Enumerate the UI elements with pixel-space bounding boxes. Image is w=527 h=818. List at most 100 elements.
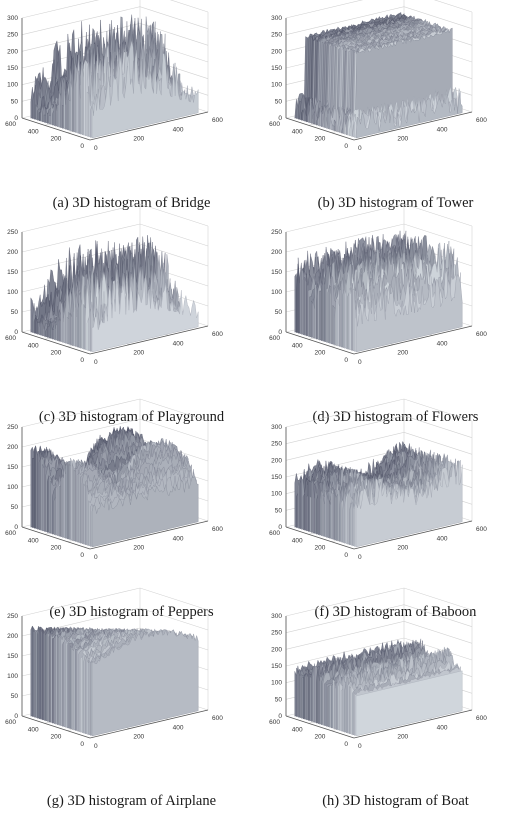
x-tick-label: 0 [358, 145, 362, 152]
y-tick-label: 400 [292, 726, 303, 733]
z-tick-label: 50 [11, 309, 19, 316]
x-tick-label: 0 [358, 743, 362, 750]
surface-mesh [294, 440, 463, 548]
x-axis-line [285, 526, 355, 550]
caption-airplane: (g) 3D histogram of Airplane [46, 793, 217, 809]
x-tick-label: 400 [173, 535, 184, 542]
z-tick-label: 250 [271, 32, 282, 39]
caption-boat: (h) 3D histogram of Boat [322, 793, 469, 809]
y-tick-label: 0 [344, 552, 348, 559]
z-tick-label: 50 [275, 696, 283, 703]
x-tick-label: 600 [212, 331, 223, 338]
caption-bridge: (a) 3D histogram of Bridge [52, 195, 211, 211]
y-tick-label: 0 [80, 143, 84, 150]
z-tick-label: 150 [271, 269, 282, 276]
surface-mesh [30, 14, 199, 139]
z-tick-label: 150 [271, 65, 282, 72]
y-tick-label: 400 [292, 128, 303, 135]
y-tick-label: 200 [314, 545, 325, 552]
z-tick-label: 150 [7, 269, 18, 276]
y-tick-label: 0 [80, 552, 84, 559]
z-tick-label: 100 [7, 484, 18, 491]
panel-baboon: 0 50 100 150 200 250 300 0 200 400 600 0 200 400 600 (… [264, 398, 527, 629]
y-tick-label: 0 [344, 741, 348, 748]
x-tick-label: 200 [397, 734, 408, 741]
z-tick-label: 100 [271, 289, 282, 296]
y-tick-label: 600 [5, 121, 16, 128]
surface-mesh [30, 625, 199, 737]
y-axis-line [89, 709, 209, 739]
z-tick-label: 0 [278, 524, 282, 531]
y-tick-label: 400 [28, 128, 39, 135]
caption-flowers: (d) 3D histogram of Flowers [312, 409, 479, 425]
x-tick-label: 400 [173, 724, 184, 731]
y-tick-label: 200 [314, 136, 325, 143]
y-tick-label: 200 [50, 350, 61, 357]
x-tick-label: 400 [173, 126, 184, 133]
y-tick-label: 200 [314, 734, 325, 741]
caption-playground: (c) 3D histogram of Playground [38, 409, 225, 425]
z-tick-label: 250 [271, 441, 282, 448]
x-tick-label: 0 [94, 359, 98, 366]
x-tick-label: 0 [94, 743, 98, 750]
y-tick-label: 200 [50, 734, 61, 741]
x-tick-label: 600 [212, 117, 223, 124]
z-tick-label: 150 [271, 663, 282, 670]
x-tick-label: 400 [173, 340, 184, 347]
x-tick-label: 600 [212, 526, 223, 533]
z-tick-label: 100 [271, 491, 282, 498]
z-tick-label: 300 [271, 15, 282, 22]
y-axis-line [89, 325, 209, 355]
x-tick-label: 600 [212, 715, 223, 722]
z-tick-label: 200 [271, 646, 282, 653]
surface-mesh [294, 638, 463, 737]
z-tick-label: 300 [271, 613, 282, 620]
z-tick-label: 200 [271, 249, 282, 256]
x-tick-label: 400 [437, 126, 448, 133]
z-tick-label: 0 [14, 115, 18, 122]
z-tick-label: 200 [7, 249, 18, 256]
surface-strip [355, 92, 463, 139]
x-tick-label: 200 [397, 350, 408, 357]
gridline-z [285, 0, 473, 19]
panel-peppers: 0 50 100 150 200 250 0 200 400 600 0 200 400 600 (e) … [0, 398, 263, 629]
caption-tower: (b) 3D histogram of Tower [317, 195, 474, 211]
y-tick-label: 200 [50, 545, 61, 552]
z-tick-label: 300 [7, 15, 18, 22]
surface-strip [91, 276, 199, 353]
y-tick-label: 600 [5, 335, 16, 342]
x-tick-label: 0 [94, 145, 98, 152]
z-tick-label: 250 [7, 613, 18, 620]
gridline-z [285, 621, 473, 650]
x-tick-label: 600 [476, 526, 487, 533]
z-tick-label: 150 [7, 653, 18, 660]
x-tick-label: 0 [94, 554, 98, 561]
z-tick-label: 0 [278, 115, 282, 122]
x-tick-label: 400 [437, 724, 448, 731]
z-tick-label: 100 [271, 82, 282, 89]
z-tick-label: 250 [7, 32, 18, 39]
z-tick-label: 100 [271, 680, 282, 687]
y-tick-label: 600 [269, 719, 280, 726]
z-tick-label: 50 [11, 693, 19, 700]
y-tick-label: 400 [292, 537, 303, 544]
z-tick-label: 250 [7, 424, 18, 431]
z-tick-label: 0 [14, 713, 18, 720]
z-tick-label: 300 [271, 424, 282, 431]
x-axis-line [21, 117, 91, 141]
y-tick-label: 400 [28, 342, 39, 349]
y-tick-label: 600 [5, 530, 16, 537]
x-tick-label: 600 [476, 331, 487, 338]
y-tick-label: 600 [269, 121, 280, 128]
surface-mesh [30, 235, 199, 353]
gridline-z [21, 6, 209, 35]
z-tick-label: 0 [14, 524, 18, 531]
x-tick-label: 600 [476, 117, 487, 124]
panel-flowers: 0 50 100 150 200 250 0 200 400 600 0 200 400 600 (d) … [264, 203, 527, 434]
